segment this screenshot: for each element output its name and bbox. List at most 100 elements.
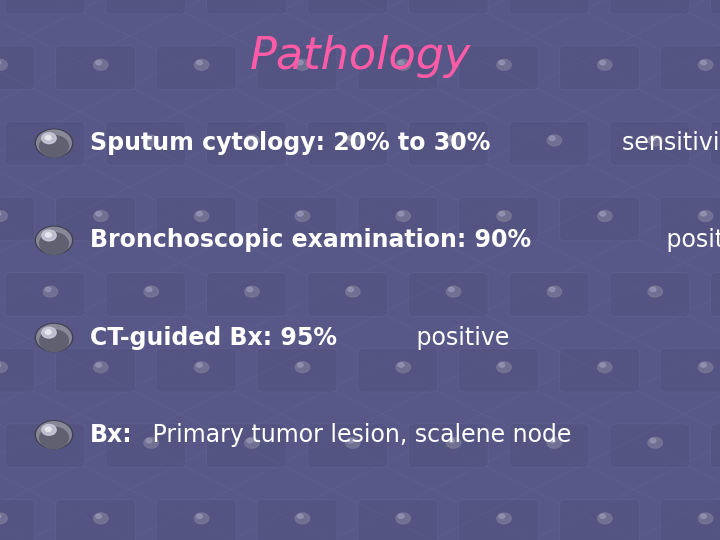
FancyBboxPatch shape bbox=[106, 273, 186, 316]
Circle shape bbox=[701, 363, 706, 367]
FancyBboxPatch shape bbox=[509, 273, 589, 316]
Circle shape bbox=[43, 286, 58, 297]
Text: Sputum cytology: 20% to 30%: Sputum cytology: 20% to 30% bbox=[90, 131, 490, 155]
Circle shape bbox=[45, 427, 51, 431]
FancyBboxPatch shape bbox=[459, 348, 539, 392]
Circle shape bbox=[547, 286, 562, 297]
Circle shape bbox=[40, 427, 68, 449]
Circle shape bbox=[499, 363, 505, 367]
Circle shape bbox=[37, 325, 71, 350]
FancyBboxPatch shape bbox=[509, 122, 589, 165]
FancyBboxPatch shape bbox=[156, 500, 236, 540]
FancyBboxPatch shape bbox=[5, 0, 85, 14]
FancyBboxPatch shape bbox=[55, 500, 135, 540]
Text: positive: positive bbox=[409, 326, 509, 349]
Circle shape bbox=[449, 438, 454, 443]
Circle shape bbox=[446, 437, 461, 448]
Circle shape bbox=[247, 438, 253, 443]
FancyBboxPatch shape bbox=[408, 273, 488, 316]
Circle shape bbox=[295, 211, 310, 221]
FancyBboxPatch shape bbox=[257, 348, 337, 392]
FancyBboxPatch shape bbox=[307, 122, 387, 165]
Circle shape bbox=[446, 286, 461, 297]
Circle shape bbox=[245, 286, 259, 297]
Circle shape bbox=[600, 212, 606, 216]
FancyBboxPatch shape bbox=[257, 197, 337, 241]
Circle shape bbox=[40, 136, 68, 157]
Circle shape bbox=[35, 421, 73, 449]
Circle shape bbox=[194, 59, 209, 70]
Circle shape bbox=[42, 327, 56, 338]
Circle shape bbox=[398, 60, 404, 65]
FancyBboxPatch shape bbox=[307, 424, 387, 468]
Text: Bx:: Bx: bbox=[90, 423, 132, 447]
Circle shape bbox=[43, 135, 58, 146]
FancyBboxPatch shape bbox=[207, 273, 287, 316]
Circle shape bbox=[297, 60, 303, 65]
FancyBboxPatch shape bbox=[55, 46, 135, 90]
Circle shape bbox=[37, 227, 71, 253]
Circle shape bbox=[45, 136, 51, 140]
Circle shape bbox=[37, 422, 71, 448]
Circle shape bbox=[297, 514, 303, 518]
FancyBboxPatch shape bbox=[358, 197, 438, 241]
FancyBboxPatch shape bbox=[106, 424, 186, 468]
Circle shape bbox=[247, 136, 253, 140]
Circle shape bbox=[598, 513, 612, 524]
Circle shape bbox=[96, 514, 102, 518]
Circle shape bbox=[146, 136, 152, 140]
FancyBboxPatch shape bbox=[509, 424, 589, 468]
FancyBboxPatch shape bbox=[0, 500, 35, 540]
FancyBboxPatch shape bbox=[207, 122, 287, 165]
Circle shape bbox=[701, 60, 706, 65]
Circle shape bbox=[449, 136, 454, 140]
Circle shape bbox=[0, 362, 7, 373]
Circle shape bbox=[295, 513, 310, 524]
Circle shape bbox=[245, 135, 259, 146]
Circle shape bbox=[297, 212, 303, 216]
FancyBboxPatch shape bbox=[408, 0, 488, 14]
Circle shape bbox=[396, 513, 410, 524]
FancyBboxPatch shape bbox=[559, 46, 639, 90]
Circle shape bbox=[295, 362, 310, 373]
Circle shape bbox=[35, 323, 73, 352]
FancyBboxPatch shape bbox=[207, 0, 287, 14]
Circle shape bbox=[650, 438, 656, 443]
Circle shape bbox=[96, 60, 102, 65]
Circle shape bbox=[297, 363, 303, 367]
Circle shape bbox=[446, 135, 461, 146]
Circle shape bbox=[499, 514, 505, 518]
Circle shape bbox=[197, 212, 202, 216]
FancyBboxPatch shape bbox=[610, 273, 690, 316]
Circle shape bbox=[247, 287, 253, 292]
FancyBboxPatch shape bbox=[156, 46, 236, 90]
Circle shape bbox=[197, 514, 202, 518]
Circle shape bbox=[398, 212, 404, 216]
Circle shape bbox=[45, 330, 51, 334]
Circle shape bbox=[42, 424, 56, 435]
FancyBboxPatch shape bbox=[5, 424, 85, 468]
FancyBboxPatch shape bbox=[55, 197, 135, 241]
Circle shape bbox=[42, 230, 56, 241]
Text: Primary tumor lesion, scalene node: Primary tumor lesion, scalene node bbox=[145, 423, 572, 447]
FancyBboxPatch shape bbox=[711, 424, 720, 468]
Circle shape bbox=[396, 211, 410, 221]
Text: Pathology: Pathology bbox=[249, 35, 471, 78]
Circle shape bbox=[94, 59, 108, 70]
FancyBboxPatch shape bbox=[660, 500, 720, 540]
Circle shape bbox=[598, 211, 612, 221]
Circle shape bbox=[549, 438, 555, 443]
Circle shape bbox=[40, 233, 68, 254]
Circle shape bbox=[348, 136, 354, 140]
FancyBboxPatch shape bbox=[0, 197, 35, 241]
Circle shape bbox=[295, 59, 310, 70]
FancyBboxPatch shape bbox=[0, 348, 35, 392]
Circle shape bbox=[348, 287, 354, 292]
FancyBboxPatch shape bbox=[0, 46, 35, 90]
Circle shape bbox=[146, 438, 152, 443]
Circle shape bbox=[598, 59, 612, 70]
FancyBboxPatch shape bbox=[106, 122, 186, 165]
Circle shape bbox=[146, 287, 152, 292]
FancyBboxPatch shape bbox=[459, 197, 539, 241]
FancyBboxPatch shape bbox=[610, 0, 690, 14]
